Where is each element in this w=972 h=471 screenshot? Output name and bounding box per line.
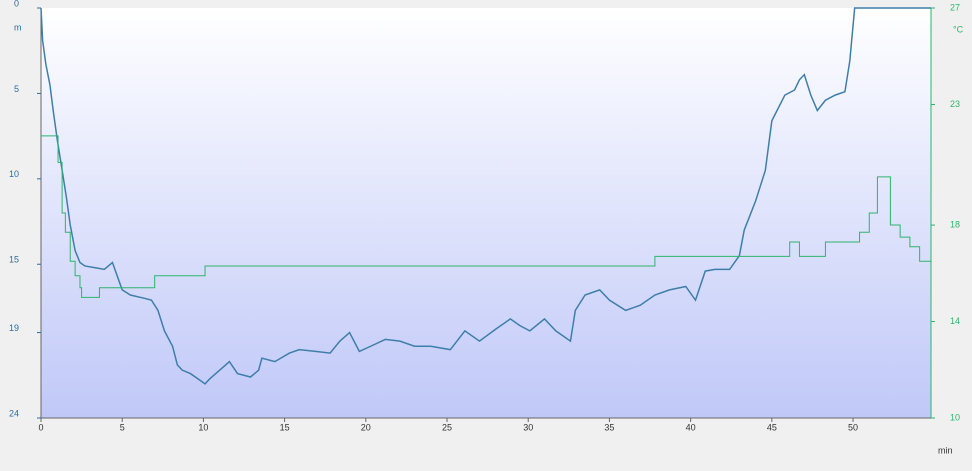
x-tick-label: 35 [604, 422, 614, 432]
y-tick-label: 5 [14, 84, 19, 94]
y2-tick-label: 18 [950, 219, 960, 229]
plot-area [41, 8, 931, 418]
data-line [41, 135, 932, 298]
x-tick-label: 50 [848, 422, 858, 432]
y2-tick-label: 10 [950, 412, 960, 422]
x-tick-label: 30 [523, 422, 533, 432]
y2-tick-label: 14 [950, 316, 960, 326]
y-tick-label: 0 [14, 0, 19, 8]
x-tick-label: 40 [686, 422, 696, 432]
y-tick-label: 24 [9, 408, 19, 418]
y2-tick-label: 27 [950, 2, 960, 12]
x-tick-label: 0 [38, 422, 43, 432]
y-axis-label: m [14, 22, 22, 32]
x-tick-label: 10 [198, 422, 208, 432]
y2-tick-label: 23 [950, 99, 960, 109]
x-tick-label: 15 [280, 422, 290, 432]
x-tick-label: 20 [361, 422, 371, 432]
x-axis-label: min [938, 445, 953, 455]
data-line [40, 7, 931, 385]
x-tick-label: 25 [442, 422, 452, 432]
y-tick-label: 10 [9, 169, 19, 179]
y-tick-label: 15 [9, 255, 19, 265]
x-tick-label: 45 [767, 422, 777, 432]
y2-axis-label: °C [953, 24, 964, 34]
y-tick-label: 19 [9, 323, 19, 333]
x-tick-label: 5 [120, 422, 125, 432]
